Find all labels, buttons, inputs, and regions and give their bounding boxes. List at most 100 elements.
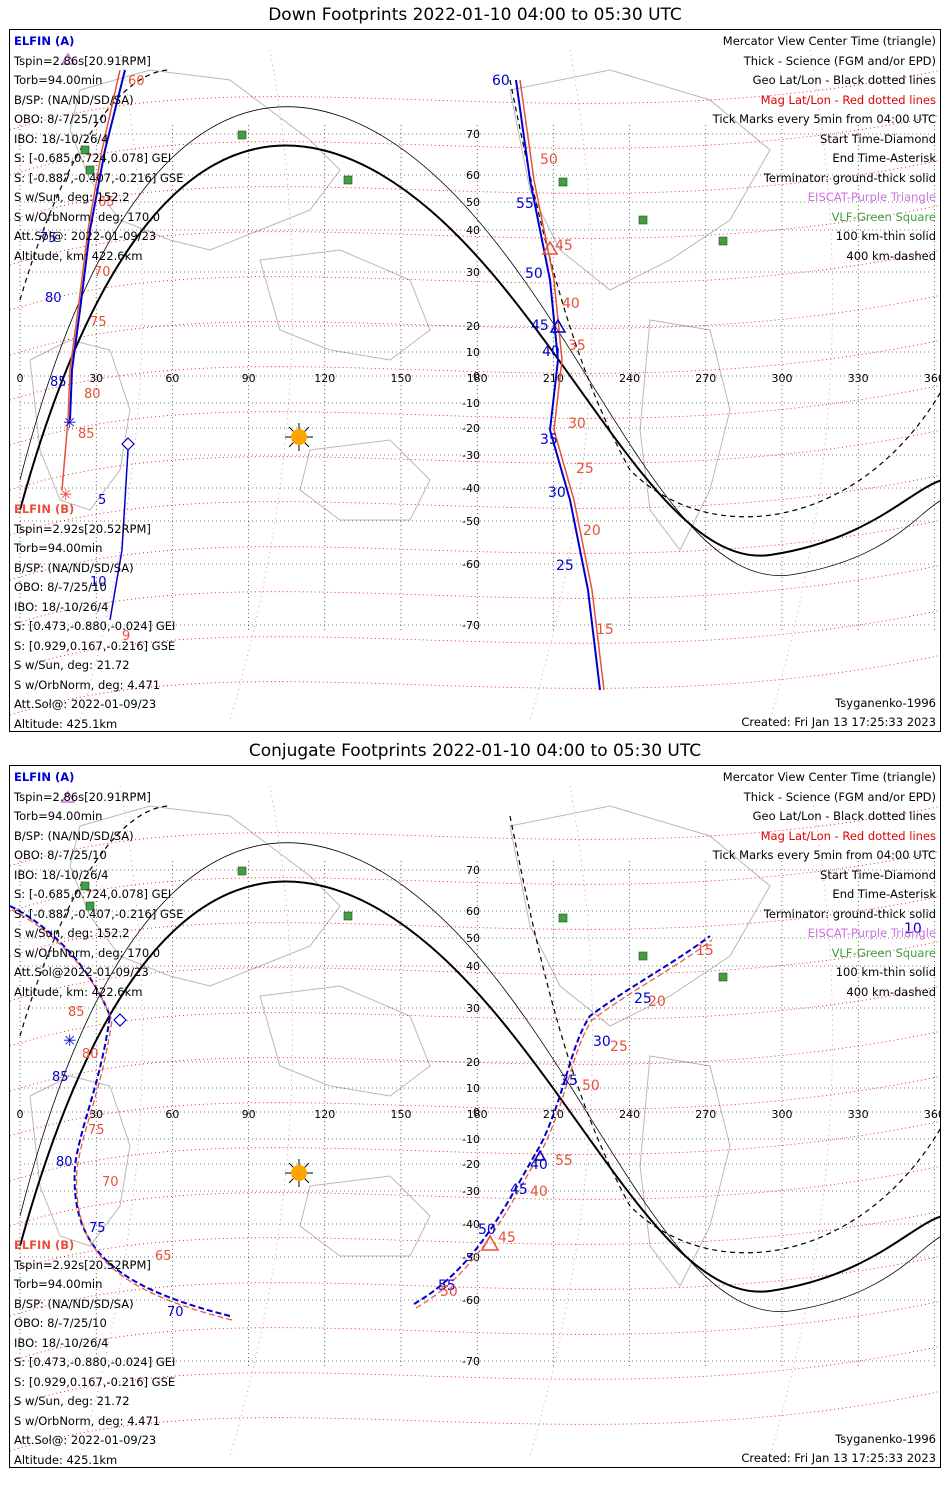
elfin-b-label: ELFIN (B): [14, 1238, 75, 1252]
land-outline: [639, 319, 731, 551]
legend-item: End Time-Asterisk: [832, 151, 936, 165]
altitude-400km-line: [19, 69, 171, 301]
y-tick-label: 50: [466, 196, 480, 209]
info-line: S: [0.929,0.167,-0.216] GSE: [14, 1374, 176, 1389]
info-line: Torb=94.00min: [14, 809, 103, 823]
info-line: S w/OrbNorm, deg: 170.0: [14, 945, 161, 960]
vlf-square-icon: [237, 866, 247, 876]
elfin-b-info: ELFIN (B) Tspin=2.92s[20.52RPM] Torb=94.…: [14, 1236, 176, 1467]
vlf-square-icon: [80, 881, 90, 891]
info-line: IBO: 18/-10/26/4: [14, 131, 109, 146]
vlf-square-icon: [85, 901, 95, 911]
info-line: Att.Sol@2022-01-09/23: [14, 965, 149, 979]
y-tick-label: 10: [466, 1082, 480, 1095]
vlf-square-icon: [343, 911, 353, 921]
y-tick-label: 60: [466, 169, 480, 182]
info-line: S w/Sun, deg: 21.72: [14, 658, 130, 672]
x-tick-label: 90: [242, 372, 256, 385]
x-tick-label: 270: [695, 1108, 716, 1121]
y-tick-label: -20: [462, 1158, 480, 1171]
x-tick-label: 60: [165, 1108, 179, 1121]
y-tick-label: -40: [462, 482, 480, 495]
x-tick-label: 90: [242, 1108, 256, 1121]
info-line: Att.Sol@: 2022-01-09/23: [14, 697, 157, 711]
elfin-a-tick: 25: [634, 991, 652, 1007]
elfin-a-tick: 30: [593, 1034, 611, 1050]
eiscat-line: [529, 49, 593, 721]
elfin-b-tick: 70: [102, 1175, 119, 1190]
y-tick-label: 40: [466, 224, 480, 237]
elfin-b-track: [67, 69, 121, 421]
legend-item: Tick Marks every 5min from 04:00 UTC: [712, 848, 936, 862]
elfin-a-track: [413, 935, 711, 1305]
info-line: S: [0.473,-0.880,-0.024] GEI: [14, 619, 176, 633]
y-tick-label: -70: [462, 619, 480, 632]
vlf-square-icon: [343, 175, 353, 185]
x-tick-label: 330: [848, 1108, 869, 1121]
legend-item: VLF-Green Square: [831, 945, 936, 960]
diamond-marker: [113, 1013, 127, 1027]
elfin-a-tick: 80: [56, 1155, 73, 1170]
elfin-b-tick: 45: [555, 238, 573, 254]
info-line: OBO: 8/-7/25/10: [14, 1316, 107, 1330]
info-line: Altitude, km: 422.6km: [14, 248, 143, 263]
elfin-b-tick: 45: [498, 1230, 516, 1246]
elfin-b-tick: 25: [576, 461, 594, 477]
vlf-square-icon: [85, 165, 95, 175]
elfin-a-tick: 80: [45, 291, 62, 306]
created-label: Created: Fri Jan 13 17:25:33 2023: [741, 715, 936, 729]
info-line: B/SP: (NA/ND/SD/SA): [14, 560, 134, 575]
map-panel-down: 0306090120150180210240270300330360706050…: [9, 29, 941, 732]
info-line: Altitude: 425.1km: [14, 716, 118, 731]
y-tick-label: -50: [462, 515, 480, 528]
triangle-marker: [533, 1149, 547, 1161]
x-tick-label: 300: [772, 372, 793, 385]
elfin-b-track: [11, 909, 233, 1321]
land-outline: [639, 1055, 731, 1287]
terminator-line: [19, 144, 940, 557]
legend: Mercator View Center Time (triangle) Thi…: [713, 32, 936, 266]
x-tick-label: 240: [619, 372, 640, 385]
triangle-marker: [480, 1234, 500, 1251]
elfin-b-info: ELFIN (B) Tspin=2.92s[20.52RPM] Torb=94.…: [14, 500, 176, 731]
x-tick-label: 180: [467, 1108, 488, 1121]
triangle-marker: [549, 318, 567, 333]
legend-item: Geo Lat/Lon - Black dotted lines: [752, 809, 936, 823]
x-tick-label: 120: [314, 1108, 335, 1121]
elfin-b-label: ELFIN (B): [14, 502, 75, 516]
x-tick-label: 60: [165, 372, 179, 385]
info-line: Tspin=2.92s[20.52RPM]: [14, 521, 151, 536]
altitude-400km-line: [509, 79, 940, 518]
elfin-a-label: ELFIN (A): [14, 770, 75, 784]
info-line: S w/OrbNorm, deg: 4.471: [14, 677, 161, 692]
y-tick-label: 10: [466, 346, 480, 359]
x-tick-label: 270: [695, 372, 716, 385]
elfin-b-tick: 65: [98, 195, 115, 210]
legend-item: 400 km-dashed: [846, 984, 936, 999]
elfin-b-track: [519, 79, 605, 691]
elfin-a-tick: 50: [525, 266, 543, 282]
elfin-b-tick: 50: [540, 152, 558, 168]
legend-item: EISCAT-Purple Triangle: [807, 190, 936, 204]
x-tick-label: 30: [89, 1108, 103, 1121]
y-tick-label: -10: [462, 397, 480, 410]
info-line: S w/OrbNorm, deg: 170.0: [14, 209, 161, 224]
y-tick-label: 40: [466, 960, 480, 973]
vlf-square-icon: [638, 215, 648, 225]
legend-item: Geo Lat/Lon - Black dotted lines: [752, 73, 936, 87]
y-tick-label: -60: [462, 558, 480, 571]
land-outline: [509, 805, 771, 1027]
elfin-b-tick: 50: [440, 1284, 458, 1300]
info-line: Torb=94.00min: [14, 541, 103, 555]
legend-item: 100 km-thin solid: [835, 229, 936, 243]
x-tick-label: 210: [543, 372, 564, 385]
x-tick-label: 150: [391, 1108, 412, 1121]
info-line: S w/Sun, deg: 152.2: [14, 926, 130, 940]
info-line: Torb=94.00min: [14, 73, 103, 87]
elfin-a-track: [69, 69, 126, 421]
altitude-100km-line: [19, 106, 940, 576]
altitude-400km-line: [19, 805, 171, 1037]
legend-item: EISCAT-Purple Triangle: [807, 926, 936, 940]
info-line: B/SP: (NA/ND/SD/SA): [14, 828, 134, 843]
elfin-b-tick: 40: [562, 296, 580, 312]
